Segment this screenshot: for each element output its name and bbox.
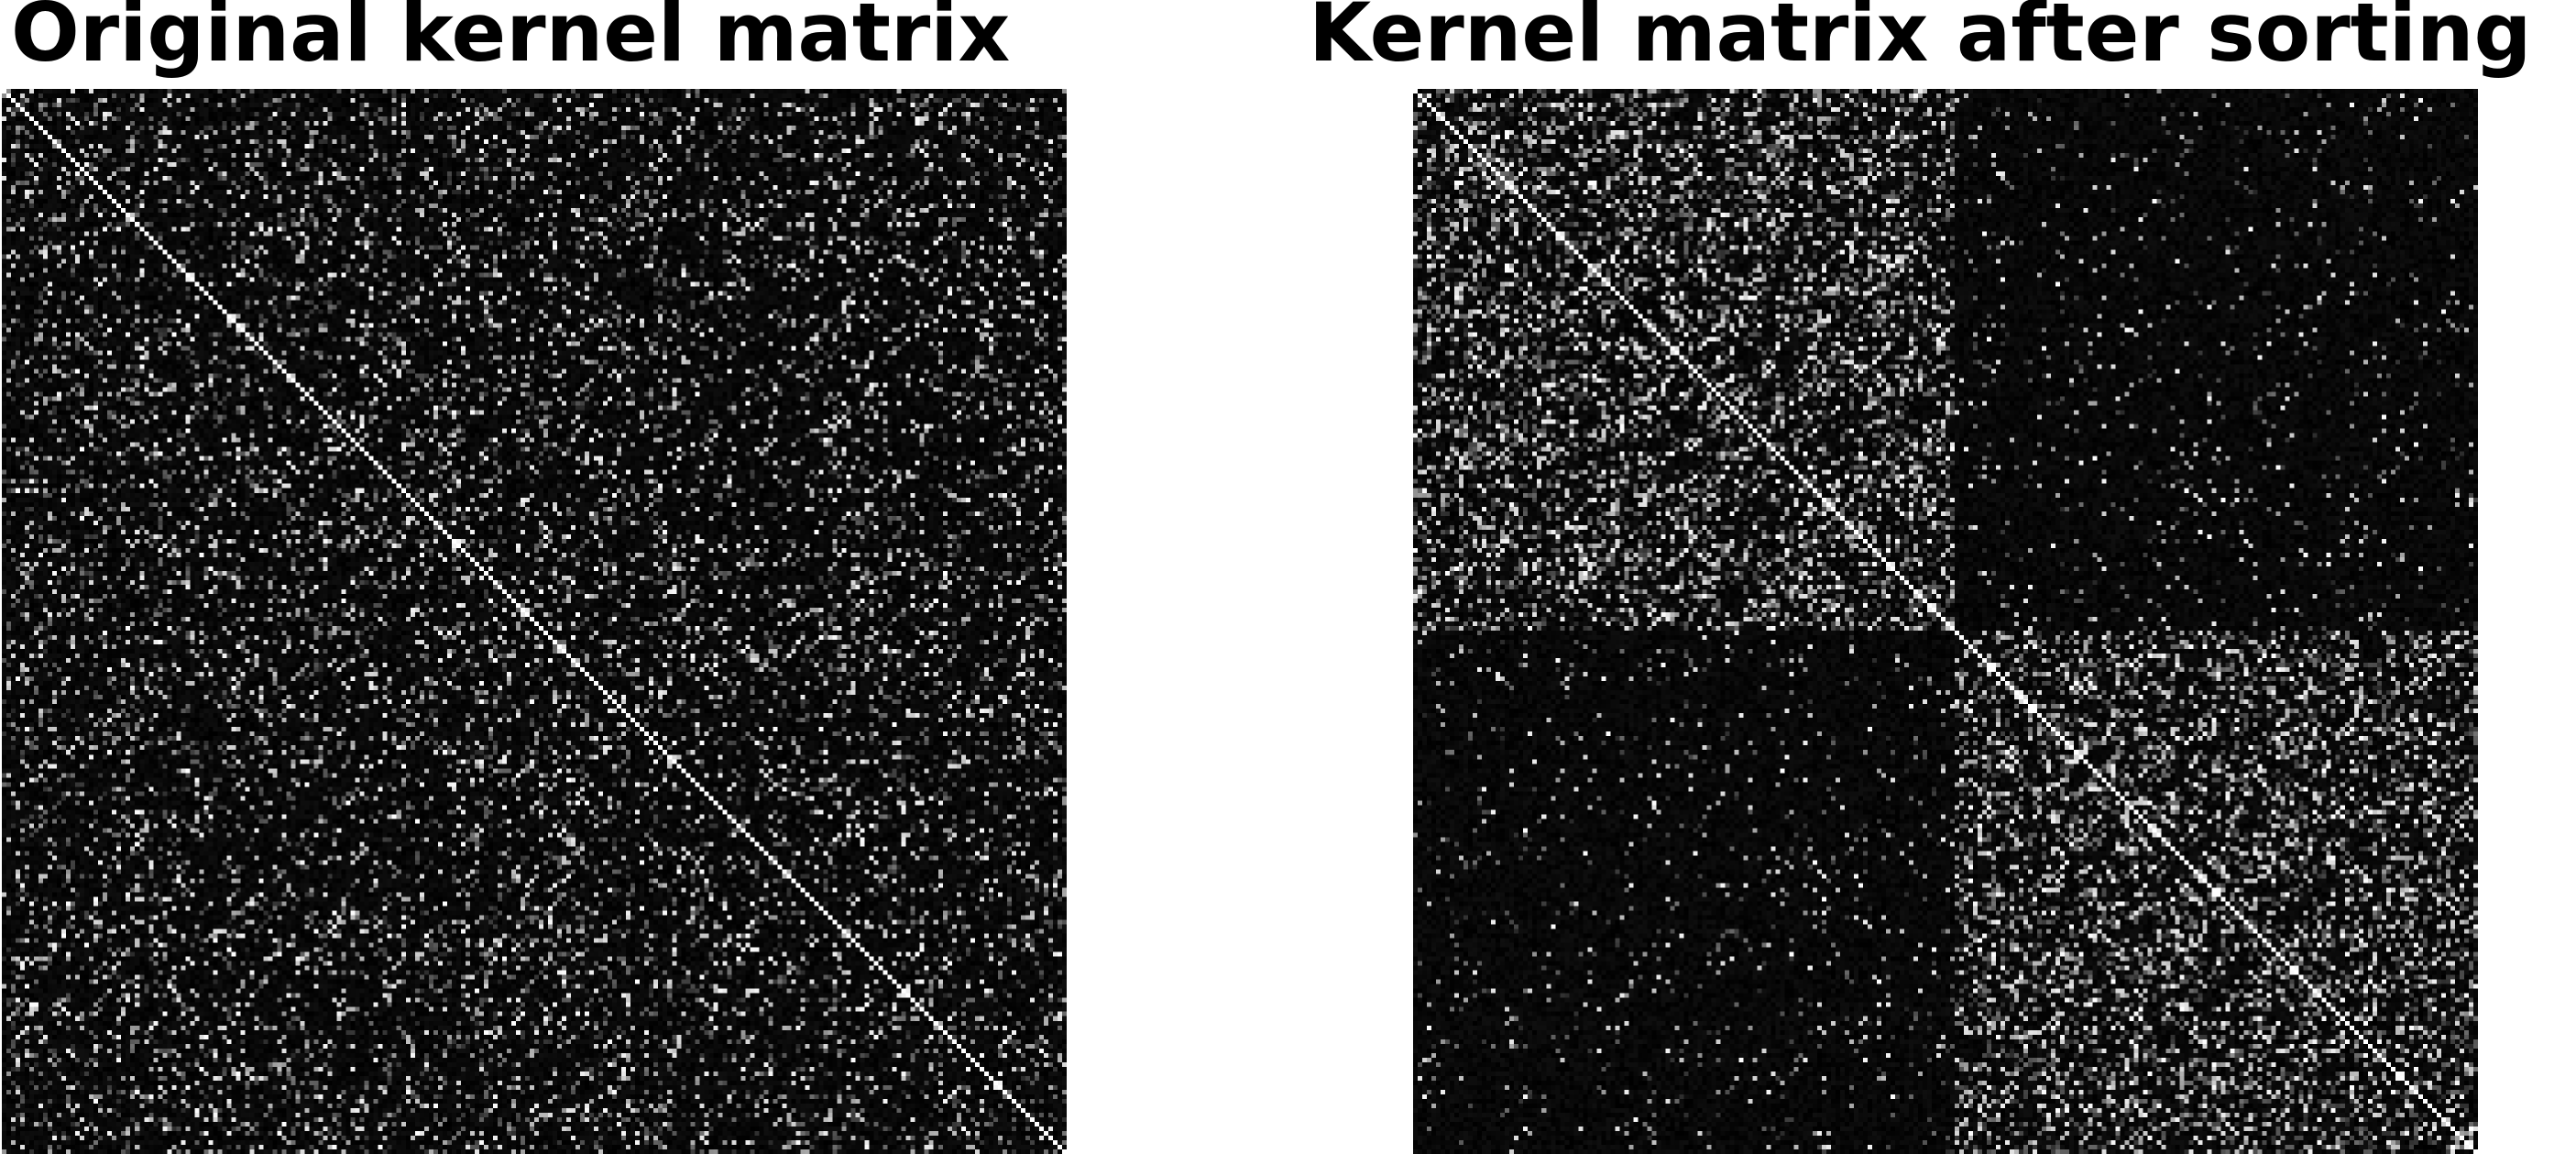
heatmap-sorted-kernel-matrix [1413, 89, 2478, 1154]
chart-title-original: Original kernel matrix [11, 0, 1011, 80]
heatmap-original-kernel-matrix [2, 89, 1067, 1154]
chart-title-sorted: Kernel matrix after sorting [1309, 0, 2532, 80]
